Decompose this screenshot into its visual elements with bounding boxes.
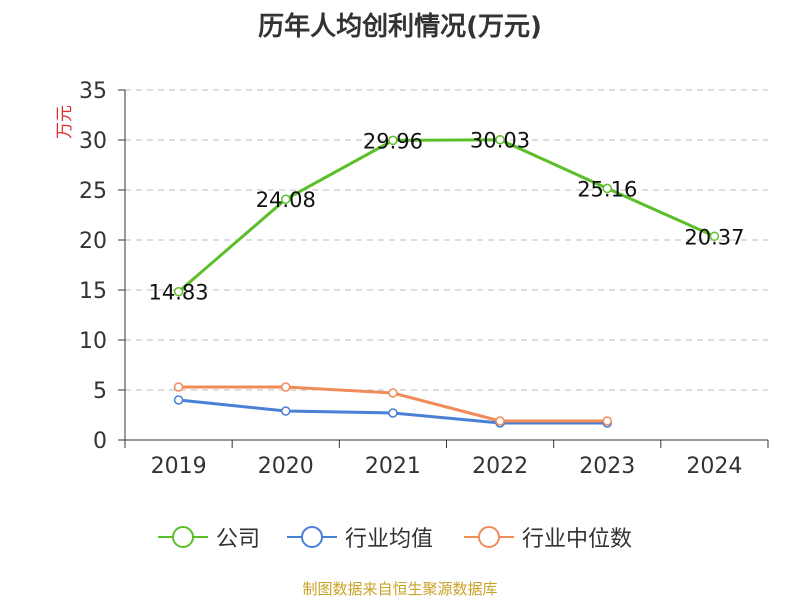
y-tick-label: 35 (79, 79, 107, 104)
y-tick-label: 15 (79, 279, 107, 304)
legend-median-marker-icon (464, 526, 514, 548)
data-point (281, 406, 291, 416)
data-label: 29.96 (363, 129, 423, 153)
data-point (388, 388, 398, 398)
legend-item-company[interactable]: 公司 (158, 520, 260, 554)
x-tick-label: 2021 (365, 454, 421, 479)
legend-average-marker-icon (287, 526, 337, 548)
data-label: 20.37 (684, 225, 744, 249)
data-label: 14.83 (149, 281, 209, 305)
data-point (281, 382, 291, 392)
x-tick-label: 2023 (579, 454, 635, 479)
data-point (173, 286, 184, 297)
legend-item-industry-median[interactable]: 行业中位数 (464, 520, 632, 554)
data-point (495, 134, 505, 145)
data-label: 25.16 (577, 177, 637, 201)
data-source-note: 制图数据来自恒生聚源数据库 (302, 580, 498, 598)
data-point (388, 135, 398, 146)
legend-item-industry-average[interactable]: 行业均值 (287, 520, 433, 554)
y-tick-label: 25 (79, 179, 107, 204)
legend-label-industry-average: 行业均值 (345, 527, 434, 552)
legend-label-company: 公司 (216, 527, 261, 552)
chart-title: 历年人均创利情况(万元) (258, 12, 542, 42)
y-tick-label: 0 (93, 429, 107, 454)
series-line (177, 138, 716, 293)
y-tick-label: 5 (93, 379, 107, 404)
data-point (173, 395, 184, 405)
y-axis-unit-label: 万元 (55, 105, 75, 139)
legend-label-industry-median: 行业中位数 (522, 527, 633, 552)
x-tick-label: 2019 (151, 454, 207, 479)
x-tick-label: 2024 (686, 454, 742, 479)
x-tick-label: 2022 (472, 454, 528, 479)
y-tick-label: 20 (79, 229, 107, 254)
data-point (388, 408, 398, 418)
data-point (602, 183, 612, 194)
data-point (602, 416, 612, 426)
data-point (709, 231, 720, 242)
data-label: 30.03 (470, 129, 530, 153)
data-point (495, 416, 505, 426)
legend-company-marker-icon (158, 526, 208, 548)
y-tick-label: 10 (79, 329, 107, 354)
data-label: 24.08 (256, 188, 316, 212)
data-point (281, 194, 291, 204)
y-tick-label: 30 (79, 129, 107, 154)
data-point (173, 382, 184, 392)
x-tick-label: 2020 (258, 454, 314, 479)
